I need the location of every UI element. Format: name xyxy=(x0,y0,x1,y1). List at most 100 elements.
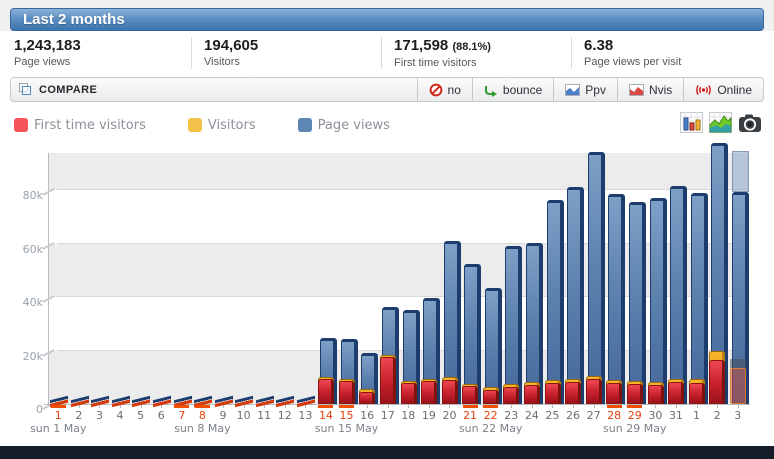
gridline xyxy=(57,349,747,351)
day-tick xyxy=(428,405,430,408)
pageviews-bar[interactable] xyxy=(567,187,585,404)
firsttime-bar[interactable] xyxy=(544,382,561,404)
bounce-button[interactable]: bounce xyxy=(471,78,553,101)
day-label: 12 xyxy=(277,409,292,422)
compare-toggle[interactable]: COMPARE xyxy=(11,83,97,96)
pageviews-bar[interactable] xyxy=(690,192,708,404)
stat-page-views-per-visit: 6.38 Page views per visit xyxy=(584,37,762,69)
firsttime-bar[interactable] xyxy=(647,385,664,404)
legend-visitors[interactable]: Visitors xyxy=(187,118,256,133)
firsttime-bar[interactable] xyxy=(462,386,479,404)
firsttime-bar[interactable] xyxy=(338,381,355,404)
gridline xyxy=(57,189,747,190)
nvis-button[interactable]: Nvis xyxy=(616,78,683,101)
day-label: 27 xyxy=(586,409,601,422)
stat-percent: (88.1%) xyxy=(452,41,491,53)
nvis-button-label: Nvis xyxy=(648,82,673,97)
online-button-label: Online xyxy=(717,82,752,97)
day-tick xyxy=(593,405,595,408)
weekend-mark xyxy=(462,405,478,408)
day-tick xyxy=(696,405,698,408)
firsttime-bar[interactable] xyxy=(606,382,623,404)
day-label: 1 xyxy=(54,409,62,422)
firsttime-bar[interactable] xyxy=(585,379,602,404)
day-label: 26 xyxy=(566,409,580,422)
visitors-projection xyxy=(729,358,746,368)
day-tick xyxy=(511,405,513,408)
firsttime-bar[interactable] xyxy=(379,356,396,404)
day-tick xyxy=(408,405,410,408)
day-label: 9 xyxy=(219,409,227,422)
weekend-mark xyxy=(339,405,355,408)
no-button[interactable]: no xyxy=(416,78,472,101)
firsttime-bar[interactable] xyxy=(688,382,705,404)
firsttime-bar[interactable] xyxy=(482,390,499,404)
firsttime-bar[interactable] xyxy=(565,382,582,404)
day-label: 18 xyxy=(401,409,416,422)
day-tick xyxy=(449,405,451,408)
y-axis-label: 40k xyxy=(22,296,43,309)
firsttime-bar[interactable] xyxy=(503,386,520,404)
period-title-bar: Last 2 months xyxy=(10,8,764,31)
firsttime-bar[interactable] xyxy=(400,383,417,404)
legend-first-time-visitors[interactable]: First time visitors xyxy=(14,118,146,133)
stat-value: 1,243,183 xyxy=(14,37,81,54)
compare-icon xyxy=(19,83,32,96)
firsttime-bar[interactable] xyxy=(668,382,685,404)
day-tick xyxy=(78,405,80,408)
firsttime-bar[interactable] xyxy=(421,381,438,404)
x-axis-line xyxy=(44,404,750,405)
pageviews-bar[interactable] xyxy=(649,197,667,404)
day-label: 19 xyxy=(421,409,436,422)
camera-icon[interactable] xyxy=(738,113,762,138)
day-label: 23 xyxy=(504,409,519,422)
day-label: 4 xyxy=(116,409,124,422)
day-label: 13 xyxy=(298,409,313,422)
compare-toolbar: COMPARE no bounce Ppv xyxy=(10,77,764,102)
firsttime-projection xyxy=(729,367,746,404)
day-label: 29 xyxy=(627,409,642,422)
pageviews-bar[interactable] xyxy=(526,242,544,404)
legend-page-views[interactable]: Page views xyxy=(297,118,390,133)
area-chart-icon[interactable] xyxy=(709,112,732,138)
footer-bar xyxy=(0,446,774,459)
stat-value: 6.38 xyxy=(584,37,614,54)
day-label: 14 xyxy=(318,409,333,422)
firsttime-bar[interactable] xyxy=(359,391,376,404)
pageviews-bar[interactable] xyxy=(464,263,482,404)
firsttime-bar[interactable] xyxy=(626,383,643,404)
firsttime-bar[interactable] xyxy=(524,385,541,404)
pageviews-bar[interactable] xyxy=(546,199,564,404)
y-axis-label: 20k xyxy=(22,349,43,363)
online-button[interactable]: Online xyxy=(683,78,763,101)
pageviews-bar[interactable] xyxy=(587,151,605,404)
stat-value: 171,598 xyxy=(394,37,449,54)
day-label: 16 xyxy=(360,409,375,422)
pageviews-bar[interactable] xyxy=(670,186,688,404)
pageviews-projection xyxy=(731,151,749,192)
compare-label: COMPARE xyxy=(39,83,98,96)
pageviews-bar[interactable] xyxy=(628,201,646,404)
weekend-mark xyxy=(174,405,190,408)
ppv-button[interactable]: Ppv xyxy=(553,78,617,101)
y-axis-label: 60k xyxy=(22,242,43,256)
stat-first-time-visitors: 171,598 (88.1%) First time visitors xyxy=(394,37,573,69)
firsttime-bar[interactable] xyxy=(709,359,726,404)
week-label: sun 1 May xyxy=(30,422,87,435)
day-label: 3 xyxy=(95,409,103,422)
firsttime-bar[interactable] xyxy=(441,379,458,404)
pageviews-bar[interactable] xyxy=(505,246,523,404)
pageviews-bar[interactable] xyxy=(608,194,626,404)
day-tick xyxy=(99,405,101,408)
bar-chart-icon[interactable] xyxy=(680,112,703,138)
weekend-mark xyxy=(50,405,66,408)
legend-swatch-yellow xyxy=(187,118,202,132)
day-tick xyxy=(552,405,554,408)
day-tick xyxy=(675,405,677,408)
chart-tools xyxy=(680,112,764,138)
day-label: 2 xyxy=(75,409,83,422)
firsttime-bar[interactable] xyxy=(318,379,335,404)
day-label: 3 xyxy=(734,409,742,422)
weekend-mark xyxy=(318,405,334,408)
day-label: 5 xyxy=(137,409,145,422)
